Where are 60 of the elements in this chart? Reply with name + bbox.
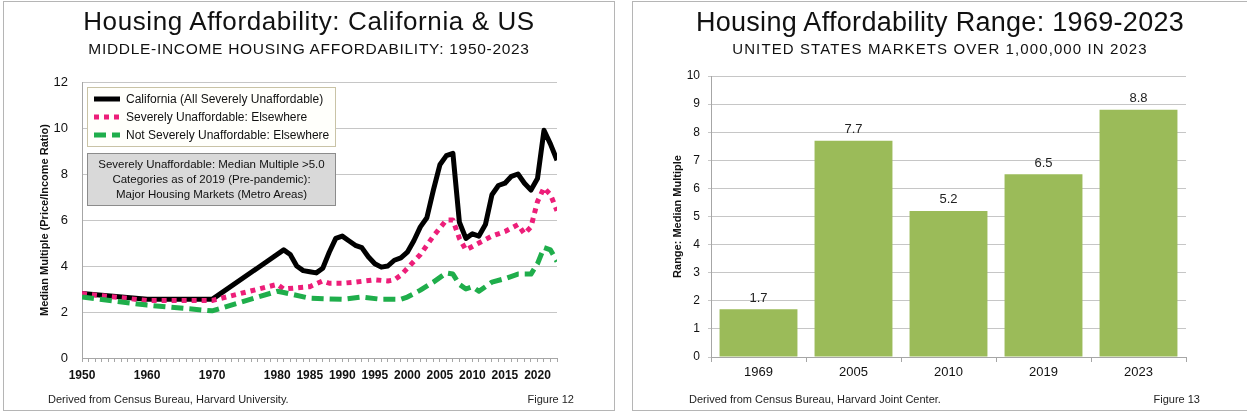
y-tick-label: 7	[693, 152, 701, 167]
legend-label: Not Severely Unaffordable: Elsewhere	[126, 128, 330, 142]
chart-title: Housing Affordability: California & US	[83, 6, 535, 38]
chart-title: Housing Affordability Range: 1969-2023	[695, 6, 1185, 39]
x-tick-label: 2010	[459, 367, 487, 382]
y-tick-label: 5	[693, 208, 701, 223]
y-tick-label: 8	[60, 165, 68, 181]
caption: Figure 12	[527, 392, 574, 406]
x-tick-label: 1960	[133, 367, 161, 382]
x-tick-label: 1970	[198, 367, 226, 382]
legend-label: California (All Severely Unaffordable)	[126, 92, 324, 106]
y-tick-label: 6	[693, 180, 701, 195]
x-tick-label: 1995	[361, 367, 389, 382]
y-tick-label: 10	[686, 68, 701, 83]
x-tick-label: 2023	[1124, 364, 1153, 380]
data-label: 6.5	[1034, 154, 1053, 170]
caption: Figure 13	[1153, 392, 1200, 406]
y-tick-label: 1	[693, 321, 701, 336]
callout-box: Severely Unaffordable: Median Multiple >5.0 Categories as of 2019 (Pre-pandemic): Major Housing Markets (Metro Areas)	[87, 153, 336, 206]
text: Derived from Census Bureau, Harvard University.	[48, 392, 289, 406]
data-label: 8.8	[1129, 90, 1148, 106]
x-tick-label: 1990	[328, 367, 356, 382]
y-tick-label: 9	[693, 96, 701, 111]
x-tick-label: 2005	[839, 364, 868, 380]
data-label: 7.7	[844, 121, 863, 137]
x-tick-label: 2015	[491, 367, 519, 382]
x-tick-label: 2000	[393, 367, 422, 382]
x-tick-label: 1950	[68, 367, 96, 382]
annotation: Severely Unaffordable: Median Multiple >5.0 Categories as of 2019 (Pre-pandemic): Major Housing Markets (Metro Areas)	[98, 157, 325, 202]
text: Derived from Census Bureau, Harvard Joint Center.	[689, 392, 941, 406]
y-tick-label: 0	[693, 349, 701, 364]
x-tick-label: 2019	[1029, 364, 1058, 380]
bar	[1099, 109, 1178, 357]
x-tick-label: 2010	[934, 364, 963, 380]
y-tick-label: 3	[693, 265, 701, 280]
y-tick-label: 10	[53, 119, 68, 135]
data-label: 5.2	[939, 191, 958, 207]
bar	[814, 140, 893, 357]
legend-label: Severely Unaffordable: Elsewhere	[126, 110, 308, 124]
y-tick-label: 0	[60, 349, 68, 365]
y-tick-label: 6	[60, 211, 68, 227]
x-tick-label: 2020	[524, 367, 552, 382]
data-label: 1.7	[749, 289, 768, 305]
x-tick-label: 2005	[426, 367, 454, 382]
y-axis-title: Median Multiple (Price/Income Ratio)	[37, 123, 50, 316]
y-tick-label: 2	[693, 293, 701, 308]
chart-subtitle: UNITED STATES MARKETS OVER 1,000,000 IN 2023	[732, 40, 1148, 58]
y-tick-label: 4	[693, 236, 701, 251]
y-tick-label: 12	[53, 73, 68, 89]
y-tick-label: 2	[60, 303, 68, 319]
chart-subtitle: MIDDLE-INCOME HOUSING AFFORDABILITY: 1950-2023	[88, 40, 530, 59]
bar	[1004, 174, 1083, 357]
x-tick-label: 1969	[744, 364, 773, 380]
bar	[719, 309, 798, 357]
y-tick-label: 4	[60, 257, 68, 273]
bar	[909, 210, 988, 357]
y-axis-title: Range: Median Multiple	[670, 155, 683, 278]
x-tick-label: 1985	[296, 367, 324, 382]
x-tick-label: 1980	[263, 367, 291, 382]
y-tick-label: 8	[693, 124, 701, 139]
